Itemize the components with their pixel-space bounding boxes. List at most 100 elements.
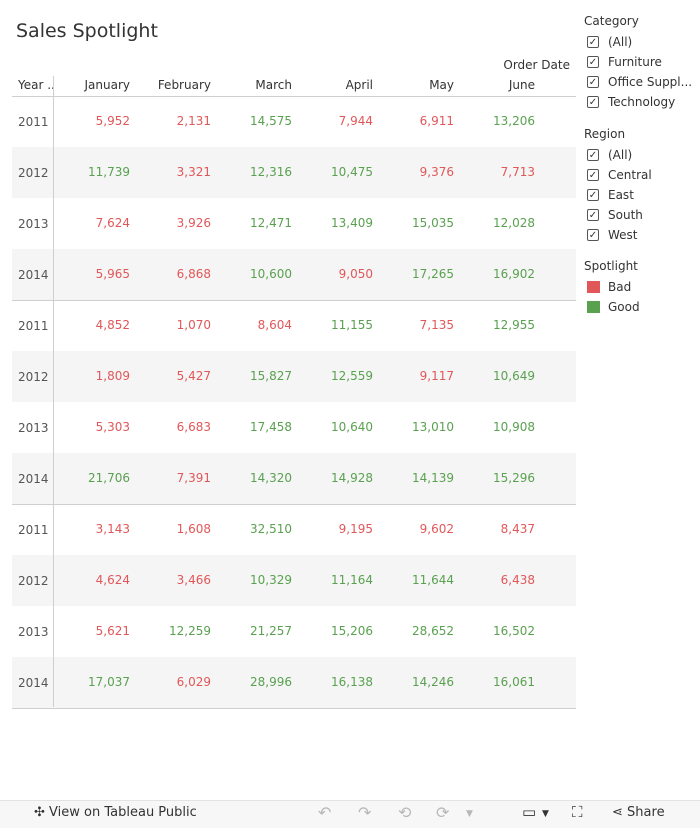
category-option-office-supplies[interactable]: ✓ Office Suppl... (587, 75, 693, 89)
sales-cell[interactable]: 7,944 (338, 114, 373, 128)
region-option-east[interactable]: ✓ East (587, 188, 634, 202)
sales-cell[interactable]: 17,037 (88, 675, 130, 689)
month-header-january[interactable]: January (84, 78, 131, 92)
sales-cell[interactable]: 10,329 (250, 573, 292, 587)
checkbox-checked-icon[interactable]: ✓ (587, 229, 599, 241)
checkbox-checked-icon[interactable]: ✓ (587, 36, 599, 48)
sales-cell[interactable]: 11,155 (331, 318, 373, 332)
sales-cell[interactable]: 12,559 (331, 369, 373, 383)
sales-cell[interactable]: 14,575 (250, 114, 292, 128)
checkbox-checked-icon[interactable]: ✓ (587, 96, 599, 108)
spotlight-item-good[interactable]: Good (584, 297, 640, 317)
sales-cell[interactable]: 16,061 (493, 675, 535, 689)
month-header-june[interactable]: June (508, 78, 535, 92)
sales-cell[interactable]: 28,996 (250, 675, 292, 689)
sales-cell[interactable]: 10,475 (331, 165, 373, 179)
sales-cell[interactable]: 16,138 (331, 675, 373, 689)
sales-cell[interactable]: 17,458 (250, 420, 292, 434)
sales-cell[interactable]: 10,600 (250, 267, 292, 281)
sales-cell[interactable]: 9,050 (338, 267, 373, 281)
revert-icon[interactable]: ⟲ (398, 803, 412, 822)
refresh-dropdown-icon[interactable]: ▼ (466, 809, 473, 819)
sales-cell[interactable]: 6,683 (176, 420, 211, 434)
month-header-may[interactable]: May (429, 78, 454, 92)
redo-icon[interactable]: ↷ (358, 803, 372, 822)
sales-cell[interactable]: 8,604 (257, 318, 292, 332)
sales-cell[interactable]: 9,195 (338, 522, 373, 536)
sales-cell[interactable]: 12,028 (493, 216, 535, 230)
sales-cell[interactable]: 12,471 (250, 216, 292, 230)
sales-cell[interactable]: 12,259 (169, 624, 211, 638)
sales-cell[interactable]: 5,303 (95, 420, 130, 434)
region-option-central[interactable]: ✓ Central (587, 168, 652, 182)
month-header-april[interactable]: April (345, 78, 373, 92)
checkbox-checked-icon[interactable]: ✓ (587, 209, 599, 221)
month-header-february[interactable]: February (157, 78, 211, 92)
checkbox-checked-icon[interactable]: ✓ (587, 169, 599, 181)
sales-cell[interactable]: 11,739 (88, 165, 130, 179)
region-option-all[interactable]: ✓ (All) (587, 148, 633, 162)
sales-cell[interactable]: 4,624 (95, 573, 130, 587)
category-option-technology[interactable]: ✓ Technology (587, 95, 676, 109)
sales-cell[interactable]: 3,926 (176, 216, 211, 230)
sales-cell[interactable]: 16,902 (493, 267, 535, 281)
sales-cell[interactable]: 7,624 (95, 216, 130, 230)
sales-cell[interactable]: 15,827 (250, 369, 292, 383)
sales-cell[interactable]: 21,706 (88, 471, 130, 485)
checkbox-checked-icon[interactable]: ✓ (587, 149, 599, 161)
checkbox-checked-icon[interactable]: ✓ (587, 56, 599, 68)
sales-cell[interactable]: 4,852 (95, 318, 130, 332)
refresh-icon[interactable]: ⟳ (436, 803, 450, 822)
sales-cell[interactable]: 9,376 (419, 165, 454, 179)
sales-cell[interactable]: 13,206 (493, 114, 535, 128)
sales-cell[interactable]: 15,035 (412, 216, 454, 230)
sales-cell[interactable]: 5,427 (176, 369, 211, 383)
sales-cell[interactable]: 14,928 (331, 471, 373, 485)
download-dropdown-icon[interactable]: ▼ (542, 809, 549, 819)
region-option-south[interactable]: ✓ South (587, 208, 643, 222)
sales-cell[interactable]: 6,438 (500, 573, 535, 587)
share-button[interactable]: ⋖ Share (612, 805, 665, 820)
checkbox-checked-icon[interactable]: ✓ (587, 76, 599, 88)
fullscreen-icon[interactable]: ⛶ (572, 803, 583, 821)
category-option-all[interactable]: ✓ (All) (587, 35, 633, 49)
sales-cell[interactable]: 1,608 (176, 522, 211, 536)
sales-cell[interactable]: 14,139 (412, 471, 454, 485)
sales-cell[interactable]: 28,652 (412, 624, 454, 638)
sales-cell[interactable]: 3,466 (176, 573, 211, 587)
sales-cell[interactable]: 6,868 (176, 267, 211, 281)
month-header-march[interactable]: March (255, 78, 292, 92)
sales-cell[interactable]: 5,621 (95, 624, 130, 638)
sales-cell[interactable]: 8,437 (500, 522, 535, 536)
download-icon[interactable]: ▭ (522, 803, 537, 821)
sales-cell[interactable]: 10,908 (493, 420, 535, 434)
sales-cell[interactable]: 15,206 (331, 624, 373, 638)
sales-cell[interactable]: 10,649 (493, 369, 535, 383)
sales-cell[interactable]: 9,117 (419, 369, 454, 383)
sales-cell[interactable]: 6,911 (419, 114, 454, 128)
sales-cell[interactable]: 17,265 (412, 267, 454, 281)
sales-cell[interactable]: 5,965 (95, 267, 130, 281)
region-option-west[interactable]: ✓ West (587, 228, 638, 242)
sales-cell[interactable]: 12,316 (250, 165, 292, 179)
sales-cell[interactable]: 3,143 (95, 522, 130, 536)
category-option-furniture[interactable]: ✓ Furniture (587, 55, 662, 69)
sales-cell[interactable]: 1,070 (176, 318, 211, 332)
sales-cell[interactable]: 21,257 (250, 624, 292, 638)
sales-cell[interactable]: 7,391 (176, 471, 211, 485)
sales-cell[interactable]: 15,296 (493, 471, 535, 485)
sales-cell[interactable]: 13,409 (331, 216, 373, 230)
view-on-tableau-public-button[interactable]: ✣ View on Tableau Public (34, 805, 197, 820)
sales-cell[interactable]: 32,510 (250, 522, 292, 536)
sales-cell[interactable]: 5,952 (95, 114, 130, 128)
sales-cell[interactable]: 10,640 (331, 420, 373, 434)
sales-cell[interactable]: 7,713 (500, 165, 535, 179)
checkbox-checked-icon[interactable]: ✓ (587, 189, 599, 201)
undo-icon[interactable]: ↶ (318, 803, 332, 822)
sales-cell[interactable]: 12,955 (493, 318, 535, 332)
sales-cell[interactable]: 6,029 (176, 675, 211, 689)
sales-cell[interactable]: 14,320 (250, 471, 292, 485)
sales-cell[interactable]: 1,809 (95, 369, 130, 383)
spotlight-item-bad[interactable]: Bad (584, 277, 638, 297)
sales-cell[interactable]: 11,644 (412, 573, 454, 587)
